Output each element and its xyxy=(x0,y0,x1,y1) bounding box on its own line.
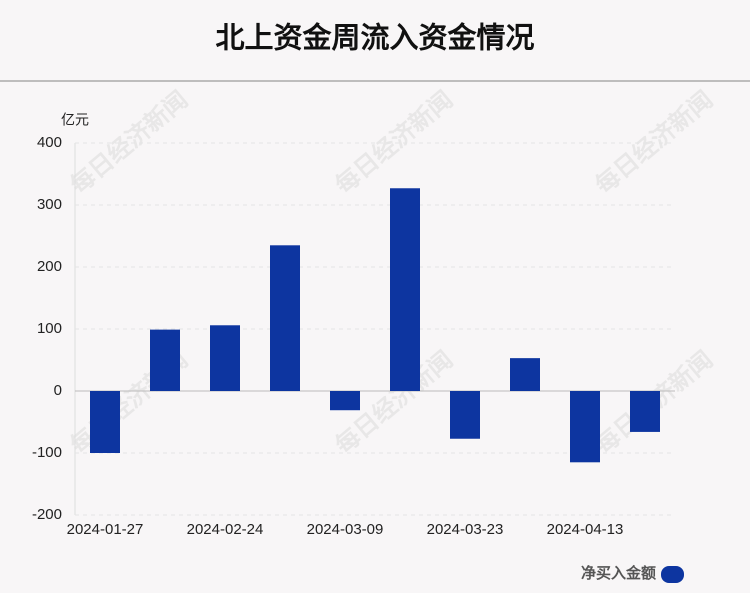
y-tick-label: -200 xyxy=(32,506,62,523)
bar xyxy=(570,391,600,463)
bar xyxy=(630,391,660,432)
y-tick-label: 100 xyxy=(37,320,62,337)
bar xyxy=(450,391,480,439)
x-tick-label: 2024-03-09 xyxy=(307,521,384,538)
y-tick-label: 0 xyxy=(54,382,62,399)
legend-label: 净买入金额 xyxy=(581,564,656,582)
x-tick-label: 2024-02-24 xyxy=(187,521,264,538)
x-tick-label: 2024-01-27 xyxy=(67,521,144,538)
y-axis-label: 亿元 xyxy=(61,112,89,128)
chart-title: 北上资金周流入资金情况 xyxy=(215,21,534,55)
y-tick-label: 200 xyxy=(37,258,62,275)
y-tick-label: -100 xyxy=(32,444,62,461)
y-tick-label: 300 xyxy=(37,196,62,213)
x-tick-label: 2024-04-13 xyxy=(547,521,624,538)
bar xyxy=(330,391,360,411)
bar xyxy=(270,245,300,391)
bar xyxy=(150,329,180,391)
y-tick-label: 400 xyxy=(37,134,62,151)
bar xyxy=(510,358,540,391)
bar xyxy=(210,325,240,391)
bar xyxy=(390,188,420,391)
x-tick-label: 2024-03-23 xyxy=(427,521,504,538)
legend-swatch xyxy=(661,566,684,583)
bar xyxy=(90,391,120,453)
